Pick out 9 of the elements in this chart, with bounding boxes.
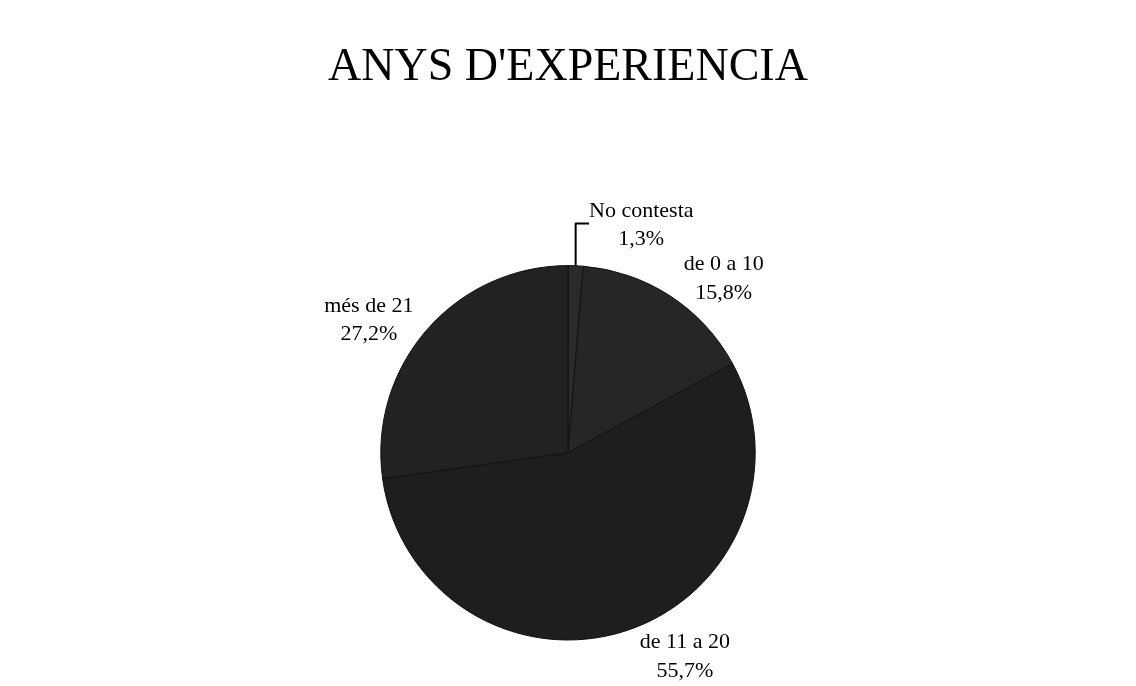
chart-title: ANYS D'EXPERIENCIA [328,39,808,91]
slice-label: de 0 a 10 [683,250,764,276]
data-label: 15,8% [695,279,753,305]
data-label: 55,7% [656,656,714,682]
slice-label: No contesta [589,196,694,222]
slice-label: més de 21 [324,291,414,317]
slice-label: de 11 a 20 [639,628,731,654]
data-label: 1,3% [618,225,665,251]
data-label: 27,2% [340,320,398,346]
